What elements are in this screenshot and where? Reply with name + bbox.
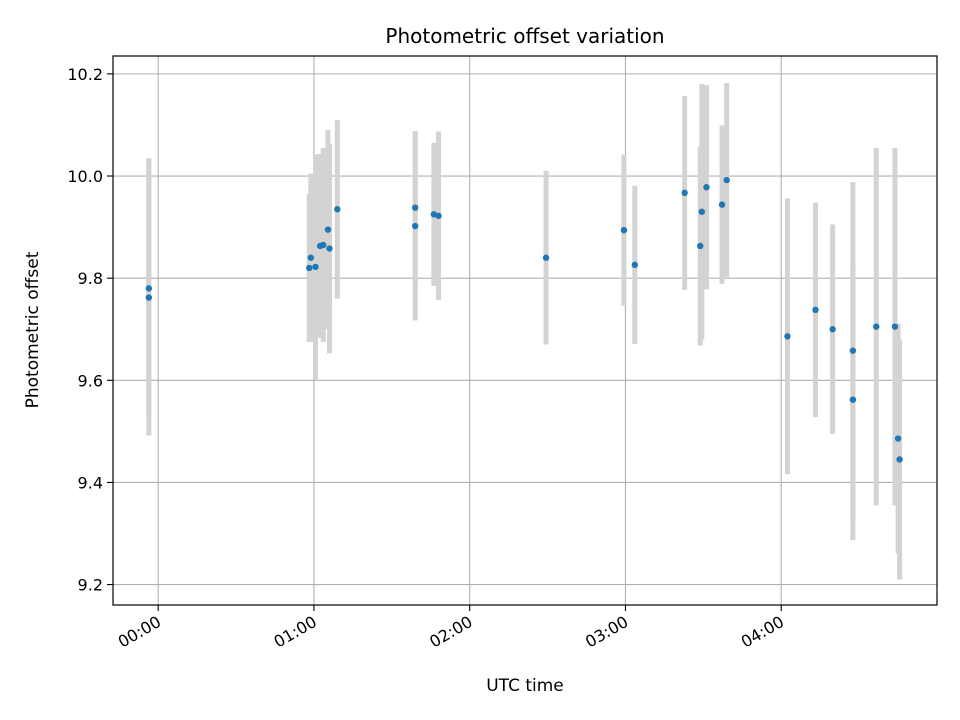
y-tick-label: 9.8 (78, 269, 103, 288)
data-point (891, 323, 899, 330)
plot-area-frame (112, 55, 938, 606)
data-point (896, 456, 903, 463)
data-point (326, 245, 333, 252)
data-point (334, 206, 341, 213)
y-tick-label: 9.6 (78, 371, 103, 390)
data-point (306, 264, 313, 272)
data-points (145, 176, 903, 463)
y-tick-label: 10.0 (67, 167, 103, 186)
data-point (723, 176, 730, 184)
data-point (411, 222, 419, 230)
y-axis: 9.2 9.4 9.6 9.8 10.0 10.2 (67, 65, 113, 595)
data-point (631, 261, 639, 269)
data-point (307, 254, 315, 261)
data-point (411, 204, 419, 211)
data-point (812, 306, 819, 314)
data-point (718, 201, 726, 208)
data-point (703, 184, 710, 191)
data-point (873, 323, 880, 330)
y-tick-label: 10.2 (67, 65, 103, 84)
y-axis-label: Photometric offset (23, 251, 43, 408)
data-point (681, 189, 688, 197)
data-point (145, 285, 153, 292)
data-point (849, 347, 857, 354)
chart-title: Photometric offset variation (385, 24, 664, 48)
data-point (697, 242, 704, 250)
data-point (829, 326, 836, 333)
data-point (620, 226, 628, 234)
data-point (849, 396, 857, 403)
data-point (894, 435, 902, 442)
data-point (145, 294, 153, 301)
y-tick-label: 9.4 (78, 473, 103, 492)
data-point (312, 263, 319, 271)
data-point (324, 226, 332, 233)
data-point (435, 212, 442, 220)
x-axis-label: UTC time (486, 676, 564, 696)
data-point (320, 241, 327, 249)
data-point (698, 208, 705, 215)
data-point (784, 333, 791, 340)
y-tick-label: 9.2 (78, 576, 103, 595)
data-point (542, 254, 550, 261)
